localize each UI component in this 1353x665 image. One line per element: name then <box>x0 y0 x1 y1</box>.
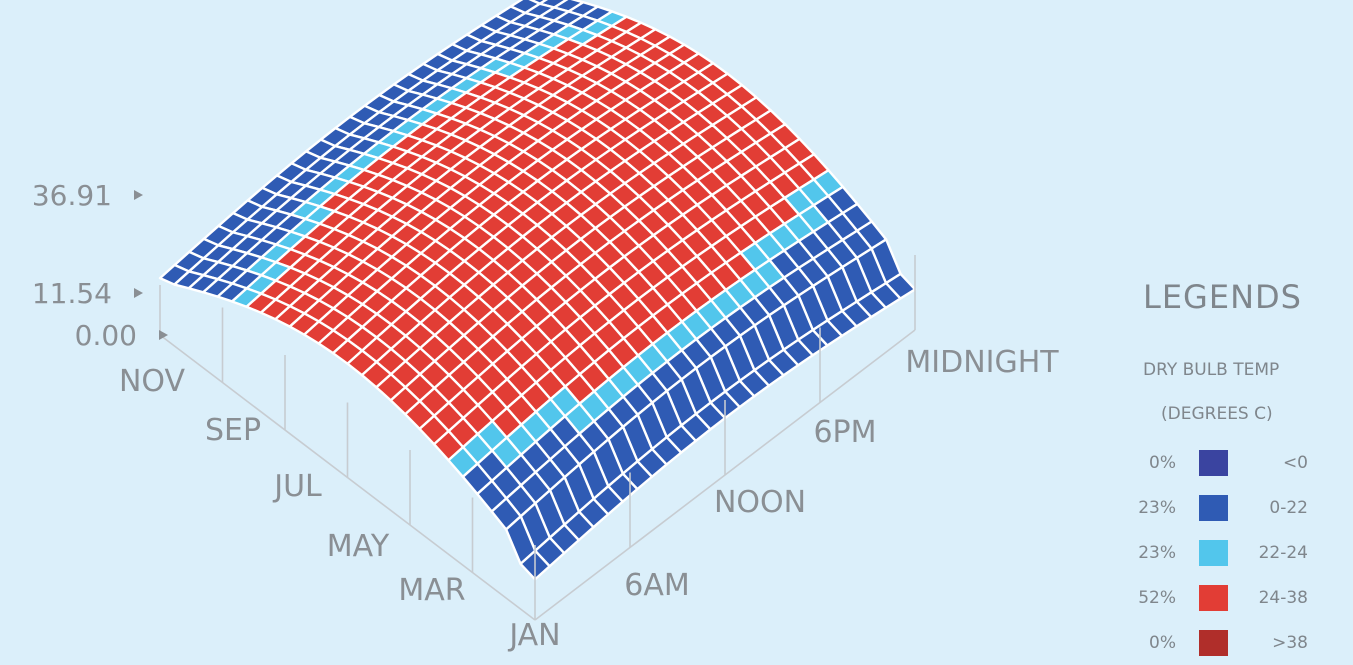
surface-mesh <box>158 0 917 581</box>
chart-axes <box>159 255 916 621</box>
month-tick-label: JAN <box>507 618 560 653</box>
z-tick-marker-icon <box>134 288 143 298</box>
hour-tick-label: 6AM <box>624 568 690 603</box>
month-tick-label: MAY <box>327 529 390 564</box>
legend-item-below-0: 0% <0 <box>1100 450 1340 478</box>
legend-swatch <box>1199 450 1228 476</box>
month-tick-label: MAR <box>398 573 465 608</box>
legend-range: 22-24 <box>1258 543 1308 563</box>
legend-percent: 0% <box>1149 633 1176 653</box>
hour-tick-label: NOON <box>714 485 806 520</box>
legend-item-0-22: 23% 0-22 <box>1100 495 1340 523</box>
legend-percent: 23% <box>1138 498 1176 518</box>
month-tick-label: NOV <box>119 364 186 399</box>
legend-range: 24-38 <box>1258 588 1308 608</box>
legend-range: <0 <box>1282 453 1308 473</box>
legend-subtitle-units: (DEGREES C) <box>1161 404 1273 424</box>
legend-range: >38 <box>1272 633 1308 653</box>
legend-percent: 52% <box>1138 588 1176 608</box>
legend-item-24-38: 52% 24-38 <box>1100 585 1340 613</box>
z-tick-label: 0.00 <box>75 319 137 352</box>
hour-tick-label: MIDNIGHT <box>905 345 1059 380</box>
hour-tick-label: 6PM <box>813 415 876 450</box>
legend-item-above-38: 0% >38 <box>1100 630 1340 658</box>
z-tick-label: 36.91 <box>32 179 112 212</box>
month-tick-label: SEP <box>205 413 261 448</box>
month-tick-label: JUL <box>272 469 322 504</box>
z-tick-label: 11.54 <box>32 277 112 310</box>
legend-percent: 23% <box>1138 543 1176 563</box>
legend-item-22-24: 23% 22-24 <box>1100 540 1340 568</box>
legend-swatch <box>1199 585 1228 611</box>
legend-title: LEGENDS <box>1143 278 1302 316</box>
legend-swatch <box>1199 540 1228 566</box>
z-tick-marker-icon <box>134 190 143 200</box>
legend-range: 0-22 <box>1269 498 1308 518</box>
legend-subtitle-metric: DRY BULB TEMP <box>1143 360 1280 380</box>
legend-swatch <box>1199 630 1228 656</box>
z-tick-marker-icon <box>159 330 168 340</box>
legend-percent: 0% <box>1149 453 1176 473</box>
legend-swatch <box>1199 495 1228 521</box>
